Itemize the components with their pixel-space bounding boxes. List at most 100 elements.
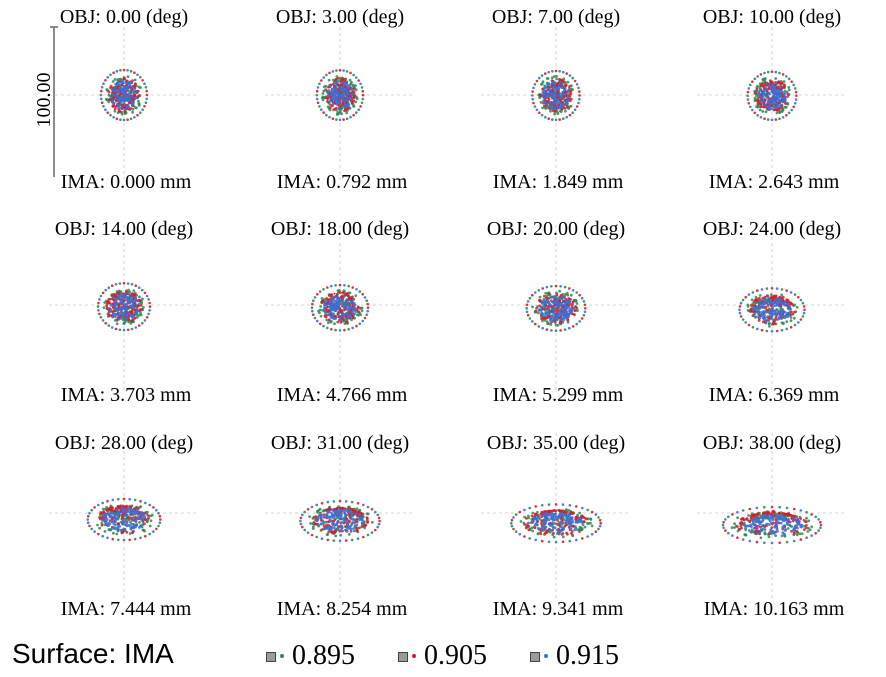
spot-point xyxy=(148,305,152,308)
spot-point xyxy=(575,105,579,108)
spot-point xyxy=(548,303,551,307)
spot-point xyxy=(775,100,778,104)
spot-point xyxy=(145,97,148,101)
spot-point xyxy=(332,532,336,535)
spot-point xyxy=(541,302,544,305)
spot-point xyxy=(787,312,791,316)
spot-point xyxy=(576,519,580,523)
spot-point xyxy=(801,301,805,305)
spot-point xyxy=(543,86,546,90)
spot-point xyxy=(335,75,339,78)
spot-point xyxy=(541,106,544,110)
spot-point xyxy=(780,81,784,85)
spot-point xyxy=(136,315,139,319)
spot-point xyxy=(123,110,127,114)
spot-point xyxy=(138,295,141,299)
spot-point xyxy=(793,87,797,90)
spot-point xyxy=(558,109,562,113)
spot-point xyxy=(787,86,791,89)
spot-point xyxy=(541,312,545,316)
spot-point xyxy=(344,108,348,112)
spot-point xyxy=(807,519,811,523)
spot-point xyxy=(149,519,153,523)
spot-point xyxy=(344,302,347,306)
spot-point xyxy=(327,318,331,322)
spot-point xyxy=(139,111,142,114)
spot-point xyxy=(544,301,548,305)
spot-point xyxy=(345,95,349,99)
spot-point xyxy=(567,314,571,317)
spot-point xyxy=(738,305,742,308)
spot-point xyxy=(754,515,758,519)
spot-point xyxy=(568,85,571,88)
spot-point xyxy=(356,306,360,309)
spot-point xyxy=(338,98,342,101)
spot-point xyxy=(338,291,342,295)
spot-point xyxy=(537,527,541,531)
spot-point xyxy=(143,522,146,526)
spot-point xyxy=(329,302,333,306)
spot-point xyxy=(146,514,150,517)
spot-point xyxy=(319,305,323,308)
spot-point xyxy=(135,106,138,110)
spot-point xyxy=(594,513,598,516)
legend-dot-icon xyxy=(544,654,548,658)
spot-point xyxy=(759,536,763,540)
spot-point xyxy=(152,506,155,509)
spot-point xyxy=(133,317,136,320)
spot-point xyxy=(124,296,127,300)
spot-point xyxy=(763,71,766,75)
spot-point xyxy=(580,296,584,300)
spot-point xyxy=(125,524,129,528)
spot-point xyxy=(768,517,772,520)
spot-point xyxy=(531,94,534,97)
spot-point xyxy=(760,96,763,99)
spot-point xyxy=(563,328,567,331)
field-obj-label: OBJ: 0.00 (deg) xyxy=(60,6,188,28)
spot-point xyxy=(329,103,333,107)
spot-point xyxy=(763,531,767,534)
spot-point xyxy=(523,535,526,538)
spot-point xyxy=(105,88,109,91)
spot-point xyxy=(750,518,753,521)
spot-point xyxy=(106,499,109,503)
spot-point xyxy=(758,93,761,96)
spot-point xyxy=(127,105,130,108)
spot-point xyxy=(342,69,345,72)
spot-point xyxy=(575,538,578,542)
spot-point xyxy=(783,105,787,109)
spot-point xyxy=(597,516,600,519)
spot-point xyxy=(103,513,107,516)
spot-point xyxy=(130,327,134,331)
spot-point xyxy=(128,92,131,96)
spot-point xyxy=(319,314,323,318)
spot-point xyxy=(334,97,337,101)
spot-point xyxy=(112,101,116,105)
spot-point xyxy=(721,523,725,527)
spot-point xyxy=(569,309,573,312)
spot-point xyxy=(554,100,558,104)
spot-point xyxy=(518,510,522,514)
spot-point xyxy=(553,526,557,530)
spot-point xyxy=(331,117,335,120)
spot-point xyxy=(338,329,342,332)
spot-point xyxy=(559,329,562,332)
spot-point xyxy=(541,326,544,330)
spot-point xyxy=(548,91,551,95)
spot-point xyxy=(354,88,358,92)
spot-point xyxy=(555,522,559,526)
spot-point xyxy=(117,317,121,321)
spot-point xyxy=(106,511,110,515)
spot-point xyxy=(570,530,574,533)
spot-point xyxy=(552,531,555,535)
spot-point xyxy=(567,95,571,98)
spot-point xyxy=(340,304,344,308)
spot-point xyxy=(312,525,315,529)
spot-point xyxy=(787,77,791,81)
spot-point xyxy=(566,80,570,84)
spot-point xyxy=(139,76,142,79)
spot-point xyxy=(782,80,786,83)
spot-point xyxy=(542,518,546,522)
spot-point xyxy=(128,497,131,501)
field-obj-label: OBJ: 24.00 (deg) xyxy=(703,218,841,240)
